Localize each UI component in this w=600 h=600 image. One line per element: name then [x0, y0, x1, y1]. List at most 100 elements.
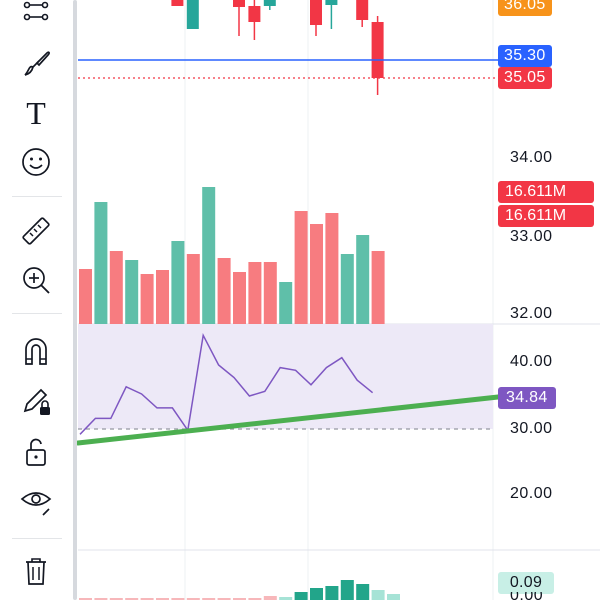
magnet-tool[interactable]	[14, 331, 58, 371]
volume-bar[interactable]	[325, 213, 339, 324]
histogram-bar[interactable]	[263, 596, 277, 600]
volume-bar[interactable]	[294, 211, 308, 324]
histogram-bar[interactable]	[171, 598, 185, 600]
histogram-bar[interactable]	[279, 597, 293, 600]
last-close-price-tag: 35.05	[498, 67, 552, 89]
bottom-indicator-axis-tick: 0.00	[510, 592, 543, 600]
high-price-tag: 36.05	[498, 0, 552, 16]
histogram-bar[interactable]	[79, 598, 92, 600]
trash-icon	[26, 558, 46, 585]
volume-bar[interactable]	[94, 202, 108, 324]
volume-bar[interactable]	[125, 260, 139, 324]
patterns-tool[interactable]	[14, 0, 58, 34]
histogram-bar[interactable]	[156, 598, 169, 600]
histogram-bar[interactable]	[356, 584, 370, 600]
candle-body[interactable]	[233, 0, 245, 7]
histogram-bar[interactable]	[109, 598, 123, 600]
smiley-icon	[22, 148, 50, 176]
bottom-histogram-series[interactable]	[79, 580, 400, 600]
candle-body[interactable]	[186, 0, 199, 29]
histogram-bar[interactable]	[371, 590, 385, 600]
trendline-drawing[interactable]	[75, 394, 501, 446]
histogram-bar[interactable]	[140, 598, 154, 600]
measure-tool[interactable]	[14, 211, 58, 251]
volume-bar[interactable]	[340, 254, 354, 324]
volume-bar[interactable]	[109, 251, 123, 324]
emoji-tool[interactable]	[14, 142, 58, 182]
histogram-bar[interactable]	[294, 592, 308, 600]
rsi-band	[78, 324, 493, 429]
pencil-lock-icon	[23, 388, 50, 415]
histogram-bar[interactable]	[217, 598, 231, 600]
candle-body[interactable]	[371, 22, 384, 78]
unlock-icon	[26, 438, 46, 466]
candlestick-series[interactable]	[171, 0, 384, 95]
rsi-axis-tick: 30.00	[510, 420, 553, 437]
toolbar-divider	[12, 538, 62, 539]
volume-series[interactable]	[79, 187, 385, 324]
histogram-bar[interactable]	[310, 588, 323, 600]
lock-all-tool[interactable]	[14, 432, 58, 472]
candle-body[interactable]	[248, 6, 261, 22]
eye-brush-icon	[20, 492, 52, 516]
current-price-tag: 35.30	[498, 45, 552, 67]
toolbar-scroll-edge[interactable]	[73, 0, 77, 600]
drawing-toolbar: T	[0, 0, 72, 600]
volume-bar[interactable]	[310, 224, 323, 324]
toolbar-divider	[12, 313, 62, 314]
candle-body[interactable]	[356, 0, 369, 20]
volume-bar[interactable]	[217, 258, 231, 324]
lock-drawings-tool[interactable]	[14, 380, 58, 420]
toolbar-divider	[12, 196, 62, 197]
volume-bar[interactable]	[233, 272, 246, 324]
volume-bar[interactable]	[248, 262, 262, 324]
node-pattern-icon	[23, 1, 49, 21]
histogram-bar[interactable]	[94, 598, 108, 600]
histogram-bar[interactable]	[125, 598, 139, 600]
volume-bar[interactable]	[279, 282, 293, 324]
histogram-bar[interactable]	[202, 598, 216, 600]
volume-bar[interactable]	[171, 241, 185, 324]
rsi-axis-tick: 40.00	[510, 353, 553, 370]
price-axis-tick: 34.00	[510, 149, 553, 166]
candle-body[interactable]	[325, 0, 338, 5]
histogram-bar[interactable]	[387, 594, 400, 600]
volume-value-tag: 16.611M	[498, 205, 594, 227]
rsi-axis-tick: 20.00	[510, 485, 553, 502]
ruler-icon	[22, 217, 50, 245]
candle-body[interactable]	[263, 0, 276, 6]
histogram-bar[interactable]	[233, 598, 246, 600]
volume-bar[interactable]	[140, 274, 154, 324]
zoom-in-icon	[23, 267, 50, 294]
volume-bar[interactable]	[263, 262, 277, 324]
magnet-icon	[25, 338, 47, 365]
text-tool[interactable]: T	[14, 93, 58, 133]
hide-drawings-tool[interactable]	[14, 480, 58, 520]
histogram-bar[interactable]	[325, 586, 339, 600]
rsi-line[interactable]	[79, 332, 374, 435]
volume-bar[interactable]	[356, 235, 370, 324]
candle-body[interactable]	[310, 0, 322, 25]
volume-bar[interactable]	[202, 187, 216, 324]
price-axis-tick: 33.00	[510, 228, 553, 245]
brush-icon	[24, 51, 50, 76]
volume-bar[interactable]	[371, 251, 385, 324]
rsi-value-tag: 34.84	[498, 387, 556, 409]
remove-drawings-tool[interactable]	[14, 551, 58, 591]
volume-bar[interactable]	[186, 254, 200, 324]
candle-body[interactable]	[171, 0, 184, 6]
histogram-bar[interactable]	[248, 598, 262, 600]
volume-bar[interactable]	[79, 269, 92, 324]
zoom-tool[interactable]	[14, 260, 58, 300]
volume-bar[interactable]	[156, 270, 169, 324]
volume-value-tag: 16.611M	[498, 181, 594, 203]
text-t-icon: T	[26, 94, 46, 131]
brush-tool[interactable]	[14, 44, 58, 84]
price-axis-tick: 32.00	[510, 305, 553, 322]
histogram-bar[interactable]	[340, 580, 354, 600]
bottom-indicator-value-tag: 0.09	[498, 572, 554, 594]
histogram-bar[interactable]	[186, 598, 200, 600]
